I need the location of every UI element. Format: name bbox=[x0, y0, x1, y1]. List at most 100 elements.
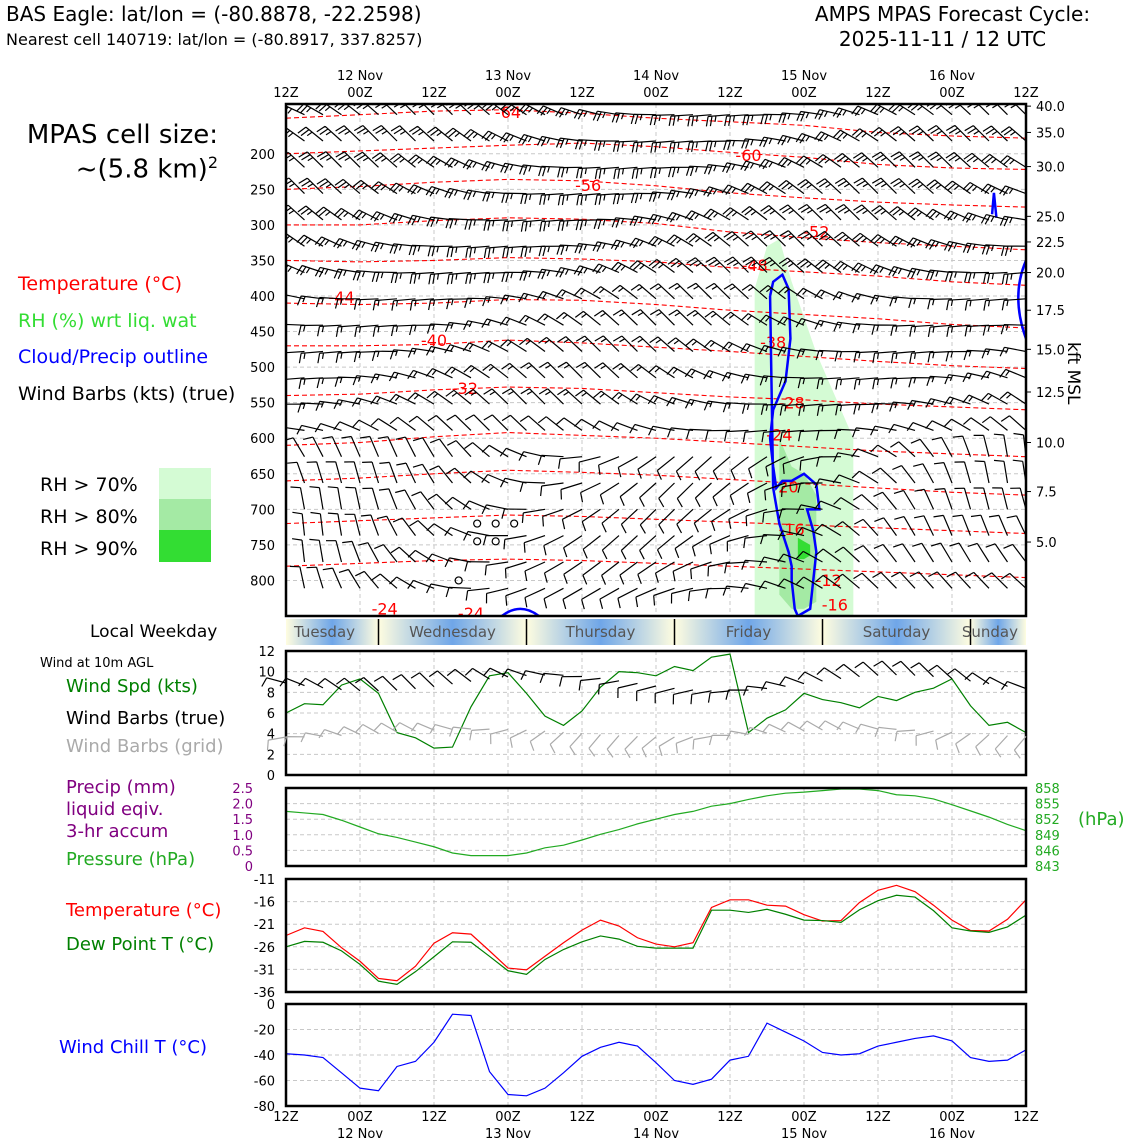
wind-barb bbox=[723, 256, 749, 273]
wind-barb bbox=[705, 429, 731, 441]
top-time-tick: 00Z bbox=[347, 86, 373, 101]
wind-barb bbox=[429, 465, 453, 484]
wind-barb bbox=[519, 415, 546, 431]
isotherm-line bbox=[286, 339, 1026, 370]
kft-tick-label: 30.0 bbox=[1036, 161, 1065, 176]
precip-tick-label: 0 bbox=[245, 860, 253, 875]
wind-barb bbox=[629, 215, 657, 227]
wind-barb bbox=[853, 572, 879, 589]
weekday-segment bbox=[970, 619, 1026, 645]
wind-barb bbox=[656, 535, 675, 559]
wind-barb bbox=[722, 207, 749, 221]
series-line-dewpoint bbox=[285, 894, 1027, 985]
wind-barb bbox=[539, 193, 564, 206]
wind-barb bbox=[446, 414, 472, 431]
wind-barb bbox=[777, 134, 805, 146]
kft-tick-label: 35.0 bbox=[1036, 126, 1065, 141]
wind-barb bbox=[286, 233, 305, 247]
wind-barb bbox=[353, 298, 379, 310]
wind-barb bbox=[389, 349, 416, 360]
kft-tick-label: 10.0 bbox=[1036, 436, 1065, 451]
legend-rh80-label: RH > 80% bbox=[40, 506, 138, 528]
wind-barb bbox=[317, 678, 342, 691]
wind-barb bbox=[578, 677, 601, 691]
wind-barb bbox=[834, 573, 860, 589]
wind-barb bbox=[834, 231, 860, 247]
wind-barb bbox=[358, 542, 380, 563]
wind-barb bbox=[871, 324, 897, 335]
wind-barb bbox=[676, 508, 694, 534]
wind-barb bbox=[954, 487, 972, 510]
wind-barb bbox=[666, 366, 694, 379]
pressure-label: Pressure (hPa) bbox=[66, 849, 196, 870]
wind-barb bbox=[388, 393, 416, 405]
wind-barb bbox=[354, 324, 379, 338]
panel-frame bbox=[284, 1002, 1028, 1108]
wind-barb bbox=[464, 104, 490, 116]
wind-barb bbox=[761, 429, 786, 443]
wind-barb bbox=[814, 523, 842, 537]
wind-barb bbox=[975, 734, 990, 756]
wind-barb bbox=[373, 722, 398, 733]
wind-barb bbox=[874, 726, 897, 738]
wind-barb bbox=[814, 478, 842, 489]
wind-barb bbox=[352, 270, 379, 281]
wind-barb bbox=[853, 350, 879, 363]
wind-barb bbox=[389, 243, 416, 254]
wind-barb bbox=[463, 189, 490, 201]
wind-barb bbox=[1000, 126, 1026, 142]
wind-barb bbox=[336, 677, 361, 692]
wind-barb bbox=[832, 129, 860, 142]
wind-barb bbox=[286, 177, 305, 195]
pressure-tick-label: 600 bbox=[250, 432, 275, 447]
wind-barb bbox=[668, 114, 694, 127]
wind-barb bbox=[630, 284, 657, 300]
wind-barb bbox=[967, 542, 990, 563]
wind-barb bbox=[654, 687, 675, 704]
wind-barb bbox=[377, 436, 398, 457]
wind-barb bbox=[832, 291, 860, 301]
wind-barb bbox=[390, 125, 416, 142]
wind-barb bbox=[327, 486, 343, 510]
wind-barb bbox=[317, 350, 342, 364]
wind-barb bbox=[519, 164, 546, 176]
forecast-cycle-label: AMPS MPAS Forecast Cycle: bbox=[814, 2, 1091, 26]
wind-barb bbox=[444, 557, 472, 568]
legend-barbs: Wind Barbs (kts) (true) bbox=[18, 383, 236, 405]
wind-barb bbox=[654, 561, 675, 583]
panel-tick-label: 0 bbox=[267, 998, 275, 1013]
wind-barb bbox=[871, 151, 897, 168]
wind-barb bbox=[612, 363, 638, 379]
wind-barb bbox=[1001, 680, 1027, 690]
wind-barb bbox=[501, 388, 527, 405]
wind-barb bbox=[1013, 432, 1026, 457]
wind-barb bbox=[730, 456, 749, 480]
wind-barb bbox=[999, 368, 1026, 379]
panel-tick-label: -31 bbox=[254, 963, 275, 978]
wind-barb bbox=[355, 570, 379, 589]
wind-barb bbox=[797, 203, 823, 221]
panel-tick-label: -40 bbox=[254, 1049, 275, 1064]
wind-barb bbox=[469, 728, 490, 741]
wind-barb bbox=[962, 212, 990, 223]
wind-barb bbox=[292, 511, 306, 536]
wind-barb bbox=[851, 105, 879, 116]
wind-barb bbox=[796, 155, 823, 168]
wind-barb bbox=[407, 347, 435, 358]
wind-barb bbox=[372, 324, 398, 337]
wind-barb bbox=[685, 165, 712, 177]
wind-barb bbox=[286, 403, 305, 409]
wind-barb bbox=[592, 263, 620, 274]
wind-barb bbox=[557, 193, 583, 206]
wind-barb bbox=[407, 184, 435, 195]
wind-barb bbox=[465, 245, 490, 258]
wind-barb bbox=[574, 243, 601, 254]
wind-barb bbox=[629, 423, 657, 434]
wind-barb bbox=[286, 127, 305, 142]
wind-barb bbox=[518, 314, 546, 326]
wind-barb bbox=[925, 208, 953, 221]
top-time-tick: 00Z bbox=[939, 86, 965, 101]
wind-barb bbox=[481, 504, 509, 515]
wind-barb bbox=[692, 735, 712, 750]
bottom-time-tick: 12Z bbox=[717, 1110, 743, 1125]
